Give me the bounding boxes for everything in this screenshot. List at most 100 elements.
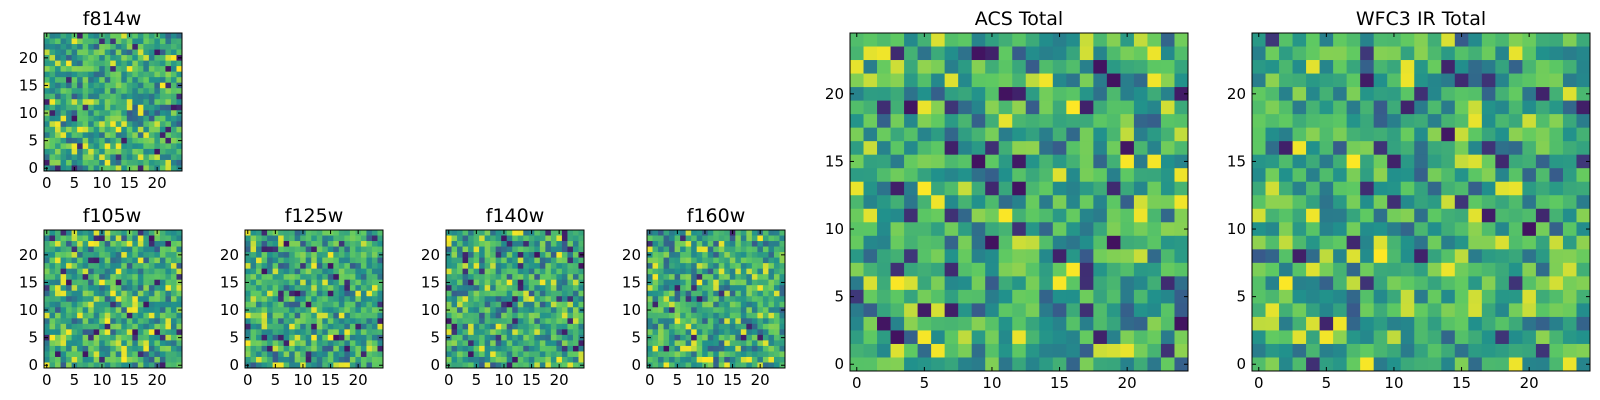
heatmap-cell <box>1265 60 1280 74</box>
heatmap-cell <box>669 241 675 247</box>
heatmap-cell <box>512 318 519 325</box>
heatmap-cell <box>663 318 670 325</box>
heatmap-cell <box>44 66 50 73</box>
heatmap-cell <box>377 356 384 363</box>
heatmap-cell <box>360 235 367 242</box>
heatmap-cell <box>647 235 653 242</box>
heatmap-cell <box>93 279 100 286</box>
heatmap-cell <box>77 154 84 161</box>
heatmap-cell <box>958 168 973 183</box>
heatmap-cell <box>517 263 524 270</box>
heatmap-cell <box>567 340 574 347</box>
heatmap-cell <box>658 290 664 297</box>
heatmap-cell <box>985 46 1000 61</box>
heatmap-cell <box>729 318 736 325</box>
heatmap-cell <box>1360 181 1375 196</box>
heatmap-cell <box>751 235 758 242</box>
heatmap-cell <box>1495 235 1510 250</box>
heatmap-cell <box>349 323 356 330</box>
heatmap-cell <box>1427 127 1442 142</box>
heatmap-cell <box>468 318 474 325</box>
heatmap-cell <box>154 318 161 325</box>
heatmap-cell <box>1454 235 1469 250</box>
heatmap-cell <box>1414 73 1429 88</box>
heatmap-cell <box>863 195 878 210</box>
heatmap-cell <box>1039 73 1054 88</box>
heatmap-cell <box>1174 249 1189 264</box>
heatmap-cell <box>322 301 329 308</box>
heatmap-cell <box>355 268 362 275</box>
heatmap-cell <box>77 235 84 242</box>
heatmap-cell <box>55 241 61 247</box>
heatmap-cell <box>82 77 89 84</box>
heatmap-cell <box>1360 73 1375 88</box>
heatmap-cell <box>55 279 61 286</box>
heatmap-cell <box>126 88 133 95</box>
y-tick-label: 0 <box>28 356 38 374</box>
heatmap-cell <box>1508 33 1523 47</box>
heatmap-cell <box>316 345 323 352</box>
heatmap-cell <box>944 168 959 183</box>
heatmap-cell <box>740 323 747 330</box>
heatmap-cell <box>768 301 775 308</box>
heatmap-cell <box>115 115 122 122</box>
heatmap-cell <box>366 263 373 270</box>
heatmap-cell <box>1012 276 1027 291</box>
heatmap-cell <box>1106 235 1121 250</box>
heatmap-cell <box>1535 154 1550 169</box>
heatmap-cell <box>110 115 117 122</box>
heatmap-cell <box>60 165 67 172</box>
heatmap-cell <box>473 263 480 270</box>
heatmap-cell <box>1252 46 1266 61</box>
heatmap-cell <box>850 303 864 318</box>
heatmap-cell <box>1522 73 1537 88</box>
heatmap-cell <box>148 110 155 117</box>
heatmap-cell <box>165 99 172 106</box>
heatmap-cell <box>958 46 973 61</box>
heatmap-cell <box>863 60 878 74</box>
heatmap-cell <box>561 268 568 275</box>
heatmap-cell <box>165 334 172 341</box>
heatmap-cell <box>1306 276 1320 291</box>
heatmap-cell <box>44 235 50 242</box>
heatmap-cell <box>877 141 891 156</box>
heatmap-cell <box>327 345 334 352</box>
heatmap-cell <box>283 307 290 314</box>
heatmap-cell <box>479 285 486 292</box>
heatmap-cell <box>110 148 117 155</box>
heatmap-cell <box>762 285 769 292</box>
heatmap-cell <box>104 60 111 67</box>
heatmap-cell <box>170 88 177 95</box>
heatmap-cell <box>762 307 769 314</box>
heatmap-cell <box>371 230 378 236</box>
heatmap-cell <box>762 241 769 247</box>
heatmap-cell <box>1093 276 1108 291</box>
heatmap-cell <box>877 276 891 291</box>
heatmap-cell <box>1319 114 1334 129</box>
heatmap-cell <box>877 181 891 196</box>
heatmap-cell <box>451 290 458 297</box>
heatmap-cell <box>863 222 878 237</box>
heatmap-cell <box>1066 316 1081 331</box>
heatmap-cell <box>1508 154 1523 169</box>
heatmap-cell <box>545 274 552 281</box>
heatmap-cell <box>88 110 95 117</box>
heatmap-cell <box>250 296 257 303</box>
heatmap-cell <box>148 66 155 73</box>
heatmap-cell <box>1441 154 1456 169</box>
heatmap-cell <box>143 55 150 61</box>
heatmap-cell <box>985 208 1000 223</box>
heatmap-cell <box>528 257 535 264</box>
heatmap-cell <box>1549 249 1564 264</box>
heatmap-cell <box>1400 33 1415 47</box>
heatmap-cell <box>652 290 659 297</box>
heatmap-cell <box>473 274 480 281</box>
heatmap-cell <box>137 99 144 106</box>
heatmap-cell <box>170 246 177 253</box>
heatmap-cell <box>82 230 89 236</box>
heatmap-cell <box>170 334 177 341</box>
heatmap-cell <box>245 274 251 281</box>
heatmap-cell <box>1160 316 1175 331</box>
heatmap-cell <box>1012 289 1027 304</box>
heatmap-cell <box>685 285 692 292</box>
